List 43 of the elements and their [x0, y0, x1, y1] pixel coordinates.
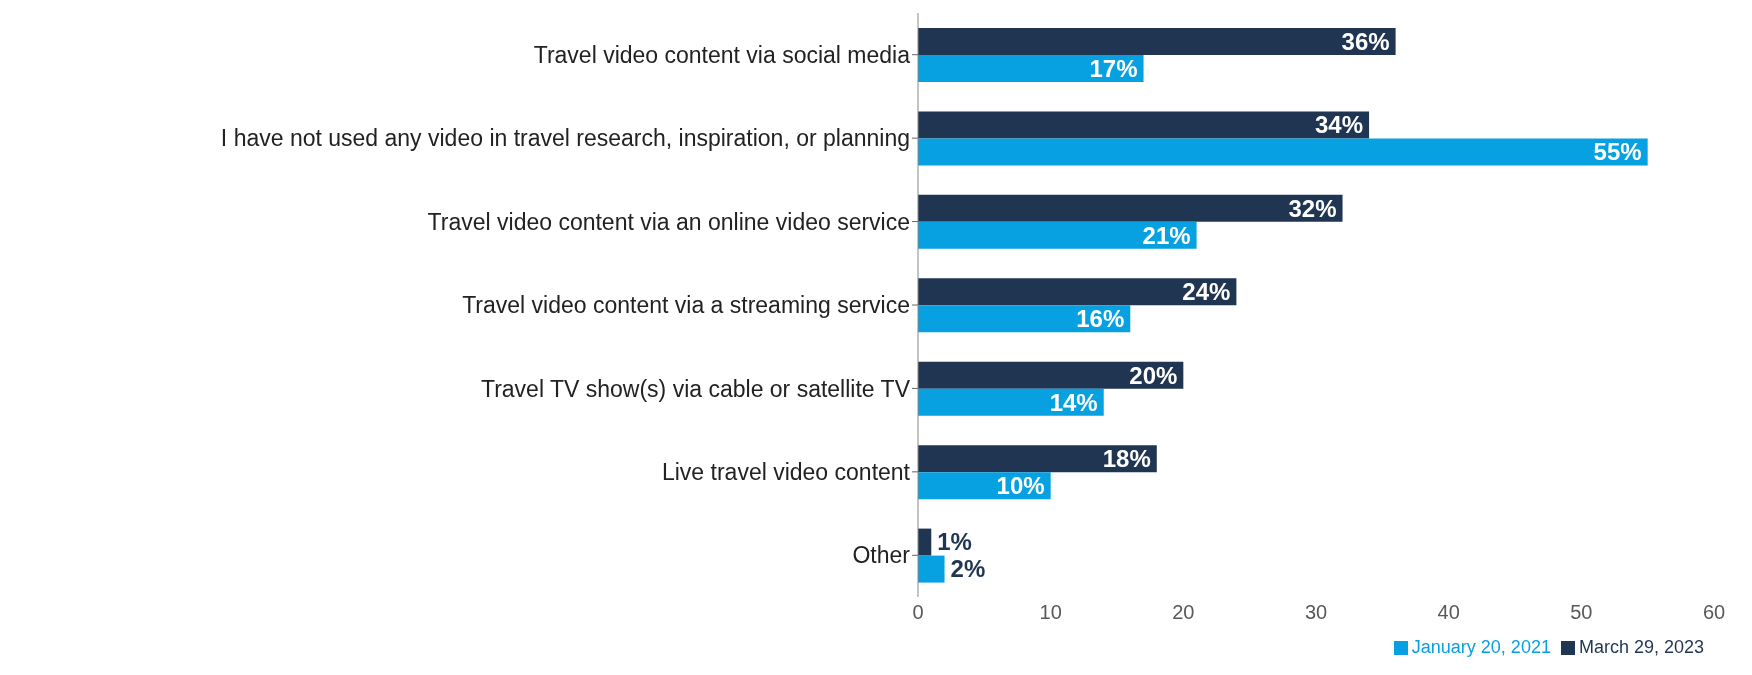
bar: [918, 28, 1396, 56]
bar: [918, 305, 1131, 333]
data-label: 21%: [1142, 221, 1191, 249]
data-label: 20%: [1129, 361, 1178, 389]
data-label: 17%: [1089, 54, 1138, 82]
bar: [918, 278, 1237, 306]
legend-label: January 20, 2021: [1411, 637, 1551, 657]
bar: [918, 55, 1144, 83]
bar: [918, 361, 1184, 389]
bar: [918, 445, 1157, 473]
bar: [918, 221, 1197, 249]
data-label: 1%: [937, 528, 972, 556]
x-tick-label: 60: [1702, 601, 1726, 624]
y-tick-label: I have not used any video in travel research, inspiration, or planning: [220, 125, 910, 152]
data-label: 2%: [950, 555, 986, 583]
x-tick-label: 20: [1172, 601, 1195, 624]
bar: [918, 528, 932, 556]
bar: [918, 555, 945, 583]
y-tick-label: Travel video content via a streaming service: [462, 292, 910, 319]
data-label: 55%: [1593, 138, 1642, 166]
data-label: 36%: [1341, 27, 1390, 55]
data-label: 10%: [996, 472, 1045, 500]
bar: [918, 111, 1370, 139]
bar: [918, 194, 1343, 222]
bar: [918, 138, 1648, 166]
bar: [918, 388, 1104, 416]
y-tick-label: Live travel video content: [661, 459, 911, 486]
data-label: 34%: [1315, 111, 1364, 139]
data-label: 18%: [1102, 445, 1151, 473]
y-tick-label: Travel video content via an online video service: [427, 208, 910, 235]
y-tick-label: Travel TV show(s) via cable or satellite TV: [480, 375, 911, 402]
y-tick-label: Travel video content via social media: [533, 41, 911, 68]
x-tick-label: 40: [1437, 601, 1460, 624]
x-tick-label: 30: [1304, 601, 1328, 624]
y-tick-label: Other: [852, 542, 911, 569]
data-label: 32%: [1288, 194, 1337, 222]
x-tick-label: 50: [1570, 601, 1593, 624]
legend-label: March 29, 2023: [1578, 637, 1704, 657]
data-label: 14%: [1049, 388, 1098, 416]
x-tick-label: 0: [912, 601, 924, 624]
x-tick-label: 10: [1039, 601, 1062, 624]
data-label: 24%: [1182, 278, 1231, 306]
data-label: 16%: [1076, 305, 1125, 333]
